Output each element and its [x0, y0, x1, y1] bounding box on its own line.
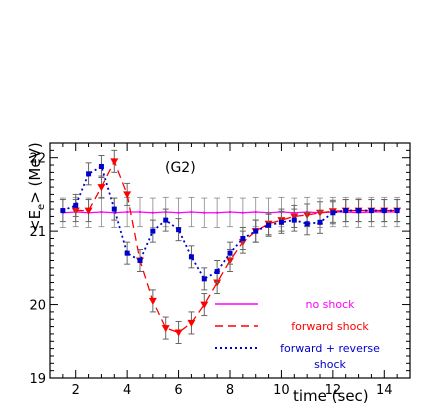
data-point: [240, 235, 246, 241]
data-point: [253, 228, 259, 234]
data-point: [203, 211, 206, 214]
series-layer: [59, 149, 402, 344]
y-tick-label: 19: [29, 372, 46, 387]
data-point: [188, 254, 194, 260]
legend-entry: forward shock: [291, 320, 369, 333]
x-tick-label: 10: [273, 383, 290, 398]
data-point: [161, 325, 170, 333]
data-point: [368, 208, 374, 214]
data-point: [394, 208, 400, 214]
data-point: [60, 208, 66, 214]
data-point: [138, 210, 142, 214]
data-point: [356, 208, 362, 214]
data-point: [124, 250, 130, 256]
data-point: [200, 301, 209, 309]
data-point: [330, 210, 336, 216]
data-point: [343, 208, 349, 214]
data-point: [254, 210, 257, 214]
y-axis-label-rest: > (MeV): [26, 142, 44, 203]
legend: no shock forward shock forward + reverse sh…: [215, 298, 380, 371]
data-point: [201, 276, 207, 282]
data-point: [97, 184, 106, 192]
data-point: [86, 171, 92, 177]
x-tick-label: 4: [123, 383, 131, 398]
y-axis-label-sub: e: [36, 204, 47, 210]
x-tick-label: 14: [376, 383, 393, 398]
data-point: [187, 319, 196, 327]
x-tick-label: 12: [325, 383, 342, 398]
y-tick-label: 21: [29, 225, 46, 240]
x-tick-label: 8: [226, 383, 234, 398]
y-tick-label: 20: [29, 299, 46, 314]
data-point: [150, 228, 156, 234]
data-point: [148, 297, 157, 305]
y-tick-label: 22: [29, 152, 46, 167]
data-point: [163, 217, 169, 223]
data-point: [228, 210, 232, 214]
data-point: [266, 222, 272, 228]
series-2: [71, 149, 402, 344]
data-point: [176, 227, 182, 233]
y-axis-label-main: <E: [26, 210, 44, 232]
data-point: [215, 211, 219, 214]
data-point: [304, 221, 310, 227]
data-point: [190, 210, 193, 214]
series-line: [75, 159, 398, 334]
data-point: [227, 250, 233, 256]
data-point: [123, 191, 132, 199]
data-point: [137, 258, 143, 263]
x-tick-label: 6: [174, 383, 182, 398]
data-point: [84, 207, 93, 215]
chart-annotation: (G2): [165, 160, 196, 176]
data-point: [100, 210, 103, 214]
y-axis-label: <Ee> (MeV): [26, 142, 47, 232]
x-tick-label: 2: [72, 383, 80, 398]
data-point: [111, 206, 117, 212]
legend-entry-line2: shock: [314, 358, 346, 371]
data-point: [177, 211, 180, 214]
series-3: [59, 154, 401, 291]
data-point: [125, 210, 129, 214]
data-point: [278, 219, 284, 225]
data-point: [381, 208, 387, 214]
series-1: [59, 196, 401, 228]
x-axis-label: time (sec): [293, 387, 369, 405]
data-point: [73, 202, 79, 208]
data-point: [317, 219, 323, 225]
data-point: [241, 211, 245, 214]
data-point: [151, 211, 155, 214]
axis-ticks: 2 4 6 8 10 12 14 19 20 21 22: [29, 142, 411, 398]
data-point: [110, 158, 119, 166]
data-point: [214, 269, 220, 275]
data-point: [174, 329, 183, 337]
data-point: [98, 164, 104, 169]
legend-entry: no shock: [305, 298, 355, 311]
data-point: [291, 217, 297, 223]
legend-entry: forward + reverse: [280, 342, 380, 355]
